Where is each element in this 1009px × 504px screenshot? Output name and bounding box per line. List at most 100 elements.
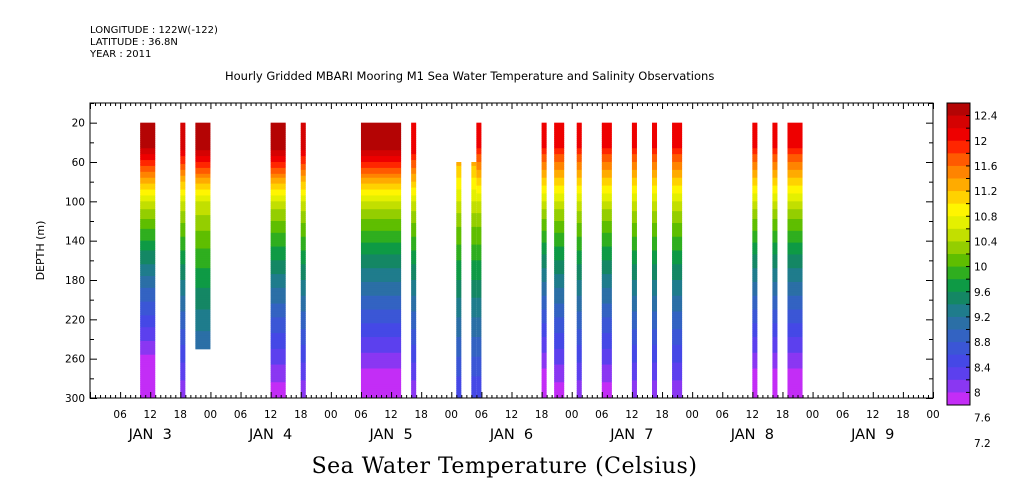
- temperature-band: [195, 146, 211, 149]
- temperature-band: [476, 201, 482, 204]
- temperature-band: [787, 248, 803, 251]
- temperature-band: [672, 325, 683, 328]
- temperature-band: [672, 226, 683, 230]
- temperature-band: [360, 313, 402, 316]
- temperature-band: [541, 226, 547, 230]
- temperature-band: [652, 360, 658, 364]
- temperature-band: [270, 313, 286, 316]
- temperature-band: [752, 313, 758, 316]
- temperature-band: [752, 163, 758, 167]
- temperature-band: [300, 337, 306, 340]
- temperature-band: [541, 130, 547, 133]
- temperature-band: [631, 339, 637, 342]
- temperature-band: [672, 333, 683, 336]
- temperature-band: [631, 270, 637, 273]
- temperature-band: [672, 274, 683, 277]
- temperature-band: [554, 362, 565, 366]
- temperature-band: [787, 281, 803, 285]
- temperature-band: [180, 158, 186, 161]
- temperature-band: [195, 154, 211, 157]
- temperature-band: [672, 215, 683, 218]
- temperature-band: [554, 327, 565, 330]
- temperature-band: [672, 252, 683, 255]
- temperature-band: [772, 258, 778, 261]
- temperature-band: [787, 346, 803, 350]
- temperature-band: [554, 396, 565, 399]
- temperature-band: [631, 205, 637, 208]
- temperature-band: [300, 280, 306, 283]
- temperature-band: [652, 150, 658, 153]
- temperature-band: [411, 181, 417, 185]
- temperature-band: [456, 162, 462, 165]
- temperature-band: [752, 148, 758, 151]
- temperature-band: [652, 193, 658, 196]
- temperature-band: [672, 222, 683, 226]
- temperature-band: [180, 222, 186, 226]
- temperature-band: [180, 348, 186, 352]
- colorbar-swatch: [947, 216, 970, 230]
- temperature-band: [787, 230, 803, 234]
- temperature-band: [554, 138, 565, 141]
- temperature-band: [652, 354, 658, 358]
- temperature-band: [471, 228, 477, 232]
- temperature-band: [476, 226, 482, 230]
- temperature-band: [541, 154, 547, 157]
- temperature-band: [411, 156, 417, 159]
- temperature-column: [652, 122, 658, 399]
- temperature-band: [672, 246, 683, 250]
- temperature-band: [471, 358, 477, 362]
- temperature-band: [180, 171, 186, 175]
- temperature-band: [300, 274, 306, 277]
- temperature-band: [360, 140, 402, 143]
- x-tick-label: 00: [324, 409, 337, 421]
- temperature-band: [476, 228, 482, 232]
- temperature-band: [411, 162, 417, 165]
- temperature-band: [541, 177, 547, 181]
- temperature-band: [772, 319, 778, 322]
- temperature-band: [300, 356, 306, 360]
- temperature-band: [476, 331, 482, 334]
- temperature-band: [631, 295, 637, 299]
- temperature-column: [541, 122, 547, 399]
- temperature-band: [772, 350, 778, 354]
- temperature-band: [601, 213, 612, 216]
- temperature-band: [476, 307, 482, 310]
- temperature-band: [631, 301, 637, 305]
- temperature-band: [195, 291, 211, 295]
- temperature-band: [270, 136, 286, 139]
- temperature-band: [456, 386, 462, 389]
- temperature-band: [411, 260, 417, 263]
- temperature-band: [652, 134, 658, 137]
- temperature-band: [456, 285, 462, 289]
- temperature-band: [652, 321, 658, 324]
- temperature-band: [601, 163, 612, 167]
- temperature-band: [576, 309, 582, 312]
- temperature-band: [195, 179, 211, 183]
- temperature-band: [180, 388, 186, 391]
- temperature-band: [787, 366, 803, 369]
- temperature-band: [772, 187, 778, 191]
- temperature-band: [360, 388, 402, 391]
- temperature-band: [772, 394, 778, 397]
- temperature-band: [140, 293, 156, 297]
- temperature-band: [140, 203, 156, 206]
- temperature-band: [140, 386, 156, 389]
- temperature-band: [652, 167, 658, 171]
- temperature-band: [601, 340, 612, 344]
- temperature-band: [270, 201, 286, 204]
- temperature-band: [787, 394, 803, 397]
- temperature-band: [752, 236, 758, 240]
- temperature-band: [787, 185, 803, 189]
- temperature-band: [652, 230, 658, 234]
- temperature-band: [772, 264, 778, 267]
- temperature-band: [476, 156, 482, 159]
- temperature-band: [541, 193, 547, 196]
- temperature-band: [601, 136, 612, 139]
- temperature-band: [411, 228, 417, 232]
- temperature-band: [140, 140, 156, 143]
- temperature-band: [601, 197, 612, 200]
- temperature-band: [541, 142, 547, 145]
- temperature-band: [601, 242, 612, 246]
- temperature-band: [554, 175, 565, 179]
- temperature-band: [554, 126, 565, 130]
